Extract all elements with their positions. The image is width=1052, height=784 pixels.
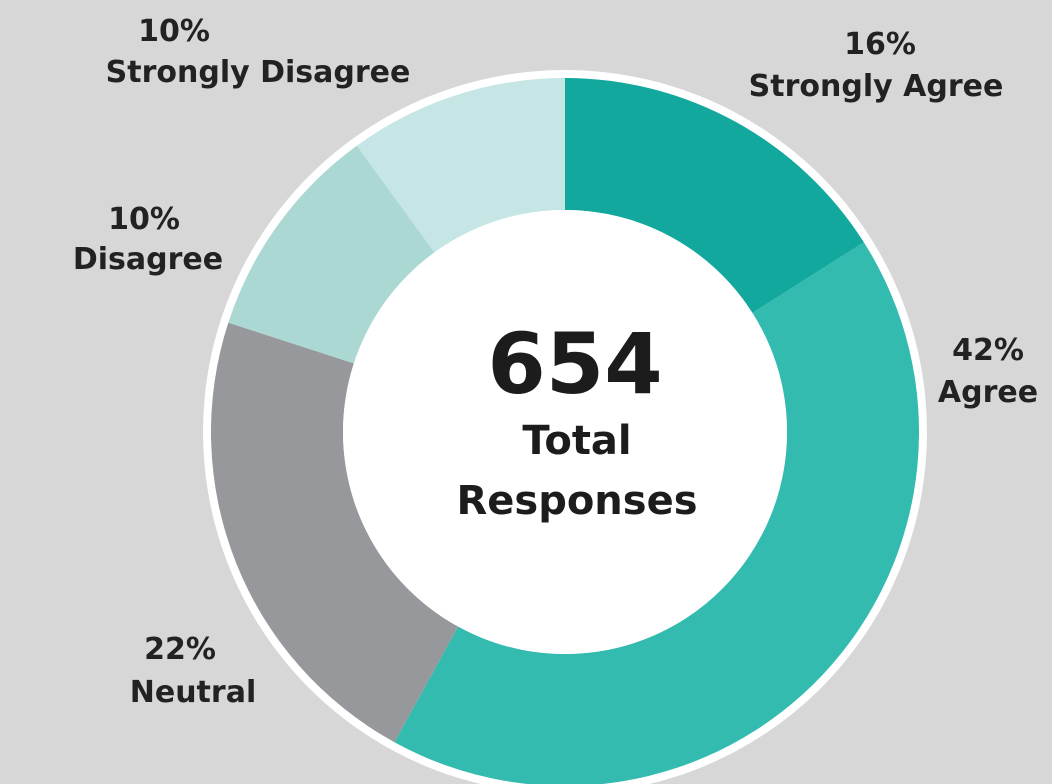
slice-category-label: Disagree bbox=[73, 242, 223, 277]
slice-percent-label: 10% bbox=[138, 14, 210, 49]
slice-disagree bbox=[228, 145, 435, 364]
slice-agree bbox=[394, 242, 919, 784]
total-responses-value: 654 bbox=[487, 315, 662, 413]
slice-percent-label: 22% bbox=[144, 632, 216, 667]
slice-percent-label: 16% bbox=[844, 27, 916, 62]
slice-labels-group: 16% Strongly Agree 42% Agree 22% Neutral… bbox=[73, 14, 1038, 710]
slices-group bbox=[210, 78, 919, 784]
total-responses-caption-line2: Responses bbox=[456, 478, 697, 524]
chart-center-hole bbox=[343, 210, 787, 654]
slice-category-label: Agree bbox=[938, 375, 1038, 410]
slice-category-label: Strongly Agree bbox=[749, 69, 1004, 104]
total-responses-caption-line1: Total bbox=[522, 418, 631, 464]
slice-percent-label: 42% bbox=[952, 333, 1024, 368]
slice-neutral bbox=[210, 322, 459, 743]
slice-category-label: Strongly Disagree bbox=[106, 55, 411, 90]
slice-strongly-disagree bbox=[356, 78, 565, 253]
slice-percent-label: 10% bbox=[108, 202, 180, 237]
slice-category-label: Neutral bbox=[130, 675, 256, 710]
slice-strongly-agree bbox=[565, 78, 864, 314]
